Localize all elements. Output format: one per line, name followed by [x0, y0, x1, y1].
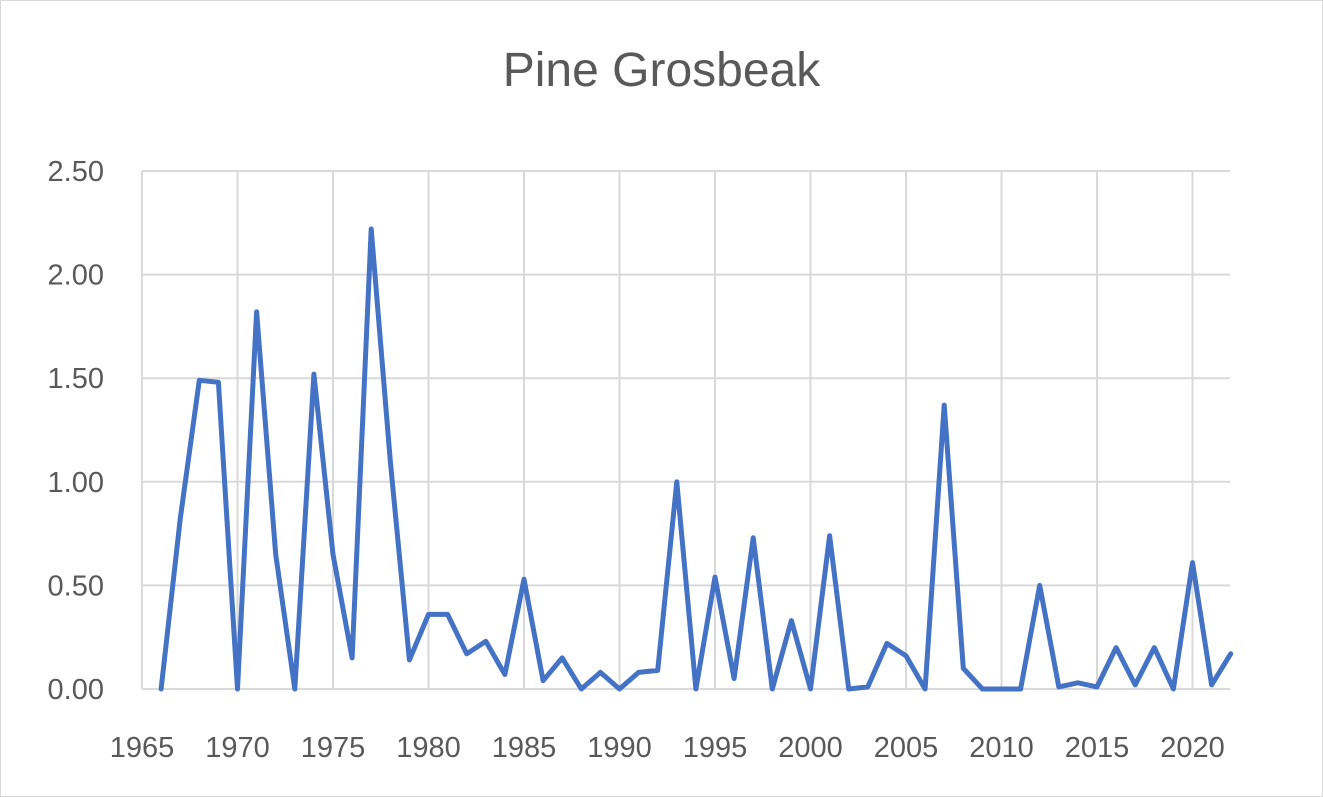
y-tick-label: 0.00: [48, 674, 104, 706]
x-tick-label: 1990: [587, 732, 652, 764]
x-tick-label: 1985: [492, 732, 557, 764]
x-tick-label: 2000: [778, 732, 843, 764]
y-tick-label: 2.00: [48, 260, 104, 292]
y-tick-label: 2.50: [48, 156, 104, 188]
y-tick-label: 1.00: [48, 467, 104, 499]
x-tick-label: 1965: [110, 732, 175, 764]
x-tick-label: 2020: [1160, 732, 1225, 764]
series-line: [158, 226, 1234, 692]
x-tick-label: 1970: [205, 732, 270, 764]
x-tick-label: 1975: [301, 732, 366, 764]
x-tick-label: 1995: [683, 732, 748, 764]
x-tick-label: 2010: [969, 732, 1034, 764]
x-tick-label: 2015: [1065, 732, 1130, 764]
x-tick-label: 1980: [396, 732, 461, 764]
chart-title: Pine Grosbeak: [502, 44, 821, 97]
x-tick-label: 2005: [874, 732, 939, 764]
y-tick-label: 1.50: [48, 363, 104, 395]
y-tick-label: 0.50: [48, 570, 104, 602]
